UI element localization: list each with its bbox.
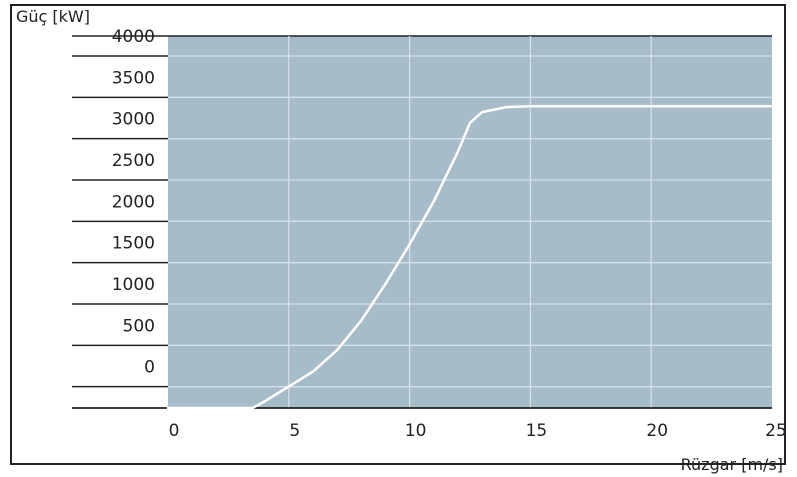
y-tick-label: 3500 (112, 68, 155, 88)
y-tick-label: 1000 (112, 275, 155, 295)
y-tick-label: 500 (123, 316, 155, 336)
y-tick-label: 4000 (112, 27, 155, 47)
x-tick-label: 5 (289, 421, 300, 441)
y-axis-title: Güç [kW] (16, 7, 90, 26)
x-tick-label: 20 (646, 421, 668, 441)
x-axis-title: Rüzgar [m/s] (681, 455, 783, 474)
y-tick-label: 2500 (112, 151, 155, 171)
x-tick-label: 10 (405, 421, 427, 441)
tick-layer: 4000 3500 3000 2500 2000 1500 1000 500 0 0 5 10 15 20… (112, 27, 787, 441)
x-tick-label: 15 (526, 421, 548, 441)
y-tick-label: 2000 (112, 192, 155, 212)
x-tick-label: 25 (765, 421, 787, 441)
plot-layer (72, 35, 772, 409)
x-tick-label: 0 (169, 421, 180, 441)
y-tick-label: 0 (144, 358, 155, 378)
plot-background (168, 36, 772, 408)
series-layer (166, 105, 774, 410)
y-tick-label: 1500 (112, 234, 155, 254)
power-curve-line (166, 105, 774, 410)
y-tick-label: 3000 (112, 110, 155, 130)
